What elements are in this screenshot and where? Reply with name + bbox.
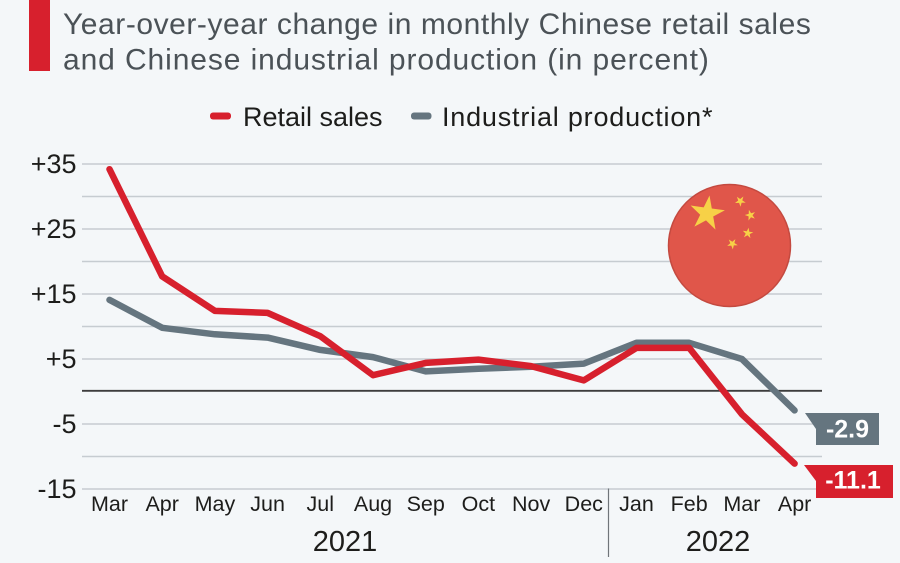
svg-text:Apr: Apr	[145, 492, 178, 516]
svg-text:Jul: Jul	[307, 492, 334, 516]
svg-text:Jan: Jan	[619, 492, 654, 516]
svg-text:2022: 2022	[686, 526, 751, 558]
svg-text:Industrial production*: Industrial production*	[442, 102, 713, 132]
svg-text:Sep: Sep	[407, 492, 445, 516]
svg-text:Aug: Aug	[354, 492, 392, 516]
svg-text:+25: +25	[31, 214, 77, 244]
svg-text:-2.9: -2.9	[826, 416, 869, 444]
svg-text:May: May	[195, 492, 236, 516]
svg-text:-5: -5	[52, 409, 76, 439]
svg-text:and Chinese industrial product: and Chinese industrial production (in pe…	[63, 44, 710, 77]
svg-text:-11.1: -11.1	[825, 467, 881, 495]
svg-text:Jun: Jun	[250, 492, 285, 516]
svg-text:Mar: Mar	[723, 492, 760, 516]
svg-text:Nov: Nov	[512, 492, 550, 516]
svg-text:Mar: Mar	[91, 492, 128, 516]
svg-text:-15: -15	[37, 474, 76, 504]
svg-text:Retail sales: Retail sales	[243, 102, 383, 132]
svg-text:+15: +15	[31, 279, 77, 309]
svg-text:Oct: Oct	[462, 492, 495, 516]
svg-text:Apr: Apr	[778, 492, 811, 516]
svg-text:Year-over-year change in month: Year-over-year change in monthly Chinese…	[63, 8, 811, 41]
svg-text:+35: +35	[31, 149, 77, 179]
svg-text:Dec: Dec	[565, 492, 603, 516]
svg-text:+5: +5	[46, 344, 77, 374]
svg-text:Feb: Feb	[671, 492, 708, 516]
svg-text:2021: 2021	[313, 526, 378, 558]
